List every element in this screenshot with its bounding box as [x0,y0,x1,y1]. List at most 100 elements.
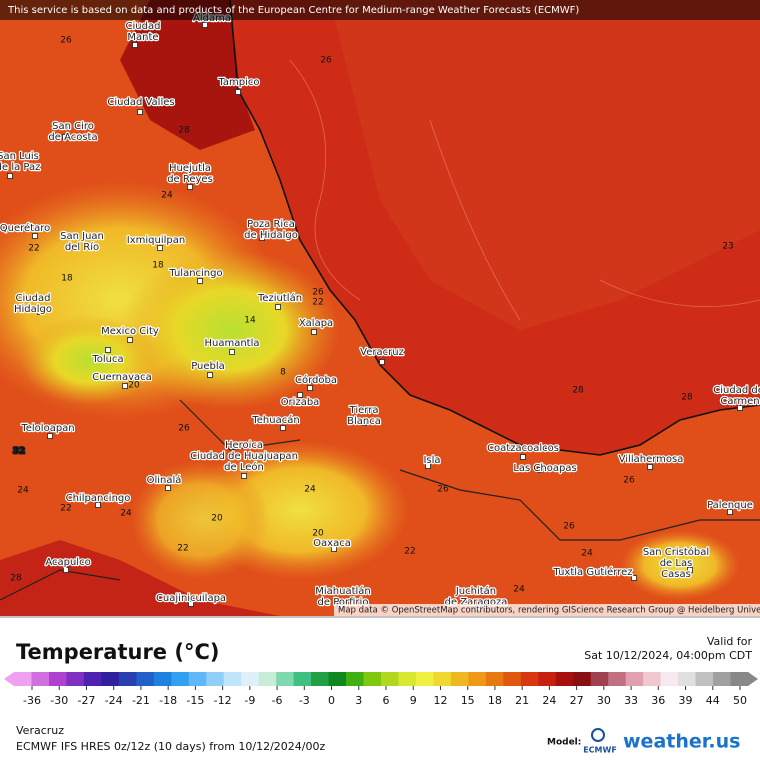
city-label: de Las [660,558,693,569]
city-marker [122,383,128,389]
city-label: Cuernavaca [92,372,152,383]
isotherm-label: 26 [563,522,575,532]
colorbar-tick-label: 21 [515,694,529,707]
isotherm-label: 24 [17,486,29,496]
colorbar-segment [118,672,137,686]
isotherm-label: 26 [178,424,190,434]
city-label: Coatzacoalcos [487,443,559,454]
city-label: Córdoba [295,374,337,386]
colorbar-tick-label: 27 [570,694,584,707]
city-marker [7,173,13,179]
isotherm-label: 24 [513,585,525,595]
city-layer: AldamaCiudadManteTampicoCiudad VallesSan… [0,12,760,611]
city-label: Mexico City [101,326,159,337]
isotherm-label: 18 [152,261,164,271]
coastline [229,0,760,456]
attribution-bar [0,0,760,20]
colorbar-segment [14,672,32,686]
isotherm-label: 20 [312,529,324,539]
city-marker [647,464,653,470]
isotherm-label: 23 [722,242,733,252]
colorbar-segment [153,672,172,686]
colorbar-segment [450,672,469,686]
city-label: Cuajinicuilapa [156,593,226,604]
city-label: Miahuatlán [315,585,371,597]
colorbar-segment [608,672,627,686]
highland [130,460,270,580]
city-marker [132,42,138,48]
city-marker [241,473,247,479]
city-label: Orizaba [281,397,320,408]
city-marker [37,309,43,315]
colorbar-segment [538,672,557,686]
colorbar-segment [206,672,225,686]
isotherm-label: 24 [161,191,173,201]
colorbar-segment [573,672,592,686]
city-marker [379,359,385,365]
colorbar-segment [276,672,295,686]
isotherm-label: 22 [60,504,71,514]
city-marker [188,601,194,607]
city-label: Blanca [347,416,381,427]
colorbar-segment [713,672,732,686]
colorbar-arrow [4,672,14,686]
city-marker [361,420,367,426]
map-credit: Map data © OpenStreetMap contributors, r… [338,606,760,616]
colorbar-tick-label: 33 [624,694,638,707]
city-marker [47,433,53,439]
isotherm-label: 22 [177,544,188,554]
city-marker [311,329,317,335]
colorbar-segment [188,672,207,686]
city-marker [187,184,193,190]
colorbar-tick-label: -15 [186,694,204,707]
colorbar-segment [223,672,242,686]
isotherm-label: 8 [280,368,286,378]
colorbar-segment [83,672,102,686]
colorbar-segment [398,672,417,686]
colorbar-segment [678,672,697,686]
colorbar-tick-label: -27 [77,694,95,707]
city-marker [259,235,265,241]
ecmwf-logo [591,728,605,742]
colorbar-segment [31,672,50,686]
highland [120,250,340,410]
city-marker [537,467,543,473]
city-marker [63,567,69,573]
city-marker [229,349,235,355]
city-marker [425,463,431,469]
isotherm-label: 22 [312,298,323,308]
city-label: Hidalgo [14,304,52,315]
city-label: San Juan [60,231,104,242]
city-label: Villahermosa [619,454,684,465]
colorbar-segment [311,672,330,686]
city-label: Ciudad de Huajuapan [190,451,298,462]
city-marker [235,89,241,95]
city-label: Ixmiquilpan [127,235,185,246]
brand: weather.us [623,731,740,753]
model-run: ECMWF IFS HRES 0z/12z (10 days) from 10/… [16,740,326,753]
colorbar-tick-label: 12 [433,694,447,707]
city-label: Tuxtla Gutiérrez [552,566,632,578]
sea-warm-area [330,0,760,330]
city-label: de Acosta [48,132,97,143]
city-label: Poza Rica [247,219,295,230]
colorbar-arrow [748,672,758,686]
city-marker [631,575,637,581]
colorbar-tick-label: -30 [50,694,68,707]
city-label: Heroica [225,440,263,451]
hot-lowland [120,0,255,150]
credit-bar [334,604,760,616]
colorbar-segment [625,672,644,686]
colorbar-segment [328,672,347,686]
isotherm-label: 24 [304,485,316,495]
valid-time: Sat 10/12/2024, 04:00pm CDT [584,649,752,662]
city-label: Isla [423,455,440,466]
colorbar-tick-label: -12 [214,694,232,707]
isotherm-label: 28 [572,386,584,396]
city-label: Ciudad del [713,385,760,396]
city-label: Tampico [217,77,259,88]
isotherm-label: 28 [681,393,693,403]
colorbar-segment [381,672,399,686]
city-label: Casas [661,569,691,580]
city-label: Mante [127,32,158,43]
